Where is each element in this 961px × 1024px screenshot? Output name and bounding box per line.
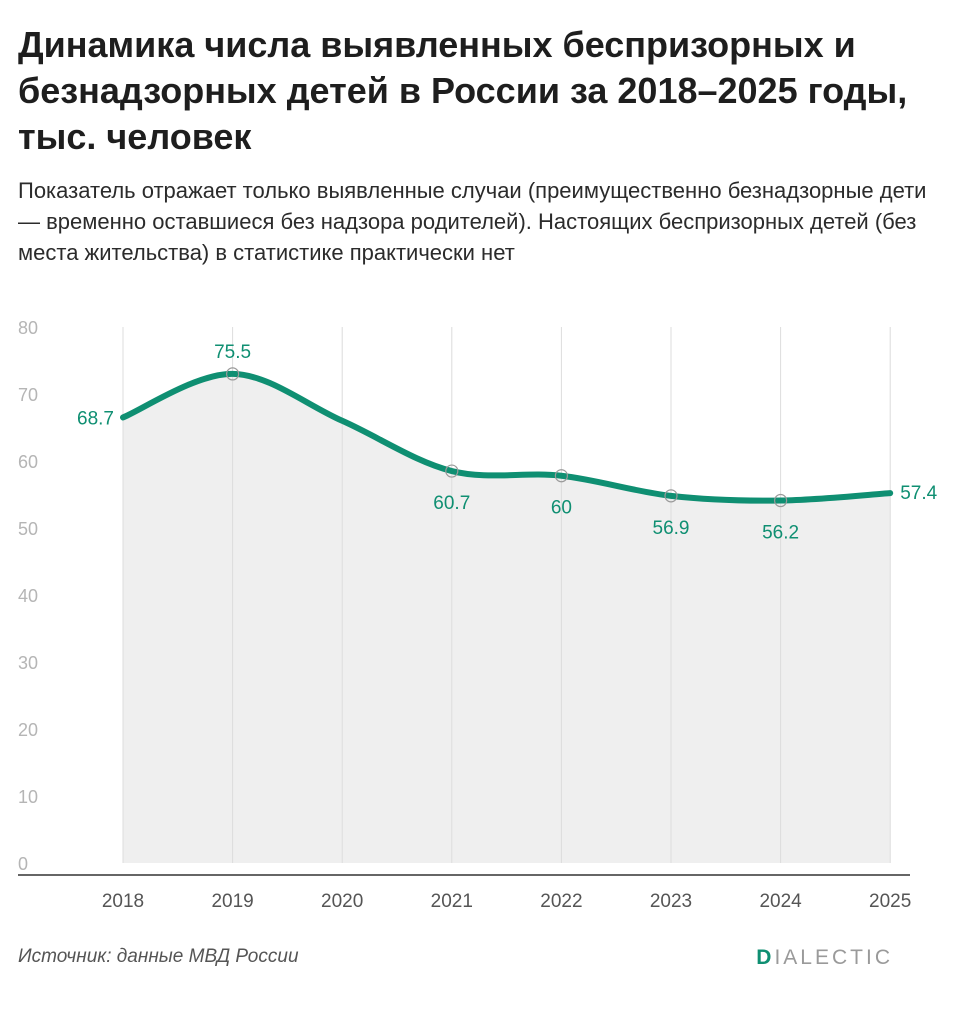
y-tick-label: 50 [18,519,38,539]
logo-text: IALECTIC [774,946,893,969]
y-tick-label: 80 [18,318,38,338]
data-label-2018: 68.7 [77,408,114,429]
y-tick-label: 70 [18,385,38,405]
x-tick-label: 2019 [211,891,253,912]
data-label-2025: 57.4 [900,483,937,504]
chart-title: Динамика числа выявленных беспризорных и… [18,24,908,157]
y-tick-label: 30 [18,653,38,673]
y-tick-label: 60 [18,452,38,472]
data-label-2019: 75.5 [214,342,251,363]
data-label-2024: 56.2 [762,523,799,544]
data-label-2022: 60 [551,498,572,519]
x-tick-label: 2024 [759,891,802,912]
chart-subtitle: Показатель отражает только выявленные сл… [18,178,927,265]
x-tick-label: 2018 [102,891,144,912]
data-point-2019 [226,367,240,381]
x-tick-label: 2023 [650,891,692,912]
data-point-2024 [773,493,788,508]
logo-accent-letter: D [756,946,775,969]
x-tick-label: 2021 [431,891,473,912]
y-tick-label: 20 [18,720,38,740]
data-point-2023 [664,489,678,503]
x-tick-label: 2025 [869,891,911,912]
brand-logo: DIALECTIC [756,946,893,970]
data-label-2023: 56.9 [653,518,690,539]
x-tick-label: 2022 [540,891,582,912]
source-note: Источник: данные МВД России [18,946,299,967]
y-tick-label: 0 [18,854,28,874]
area-fill [123,373,891,863]
line-chart: 0 10 20 30 40 50 60 70 80 2018 2019 2020 2021 2022 202… [18,318,938,912]
plot-area: 0 10 20 30 40 50 60 70 80 2018 2019 2020 2021 2022 202… [18,318,938,912]
data-point-2021 [445,464,459,478]
x-tick-label: 2020 [321,891,363,912]
data-point-2022 [554,469,569,483]
y-tick-label: 10 [18,787,38,807]
y-tick-label: 40 [18,586,38,606]
data-label-2021: 60.7 [433,493,470,514]
